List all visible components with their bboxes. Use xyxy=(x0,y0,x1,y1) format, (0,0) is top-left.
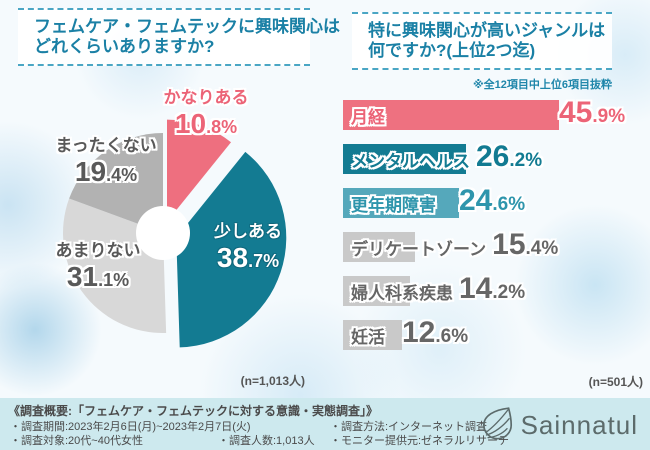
pie-question-title: フェムケア・フェムテックに興味関心は どれくらいありますか? xyxy=(18,8,340,66)
bar-value: 45.9% xyxy=(559,95,626,129)
bar-value: 12.6% xyxy=(402,315,469,349)
bar-fill xyxy=(343,100,559,130)
bar-row-fujinka: 婦人科系疾患 14.2% xyxy=(343,271,650,306)
bar-fill xyxy=(343,232,415,262)
pie-slice-label: あまりない xyxy=(55,241,141,260)
bar-value: 24.6% xyxy=(459,183,526,217)
pie-sample-size: (n=1,013人) xyxy=(240,374,305,388)
brand-logo: Sainnatul xyxy=(479,405,638,445)
bar-row-gekkei: 月経 45.9% xyxy=(343,95,650,130)
pie-question-line2: どれくらいありますか? xyxy=(34,37,215,56)
pie-label-mattaku-nai: まったくない 19.4% xyxy=(31,137,181,186)
pie-slice-label: かなりある xyxy=(163,88,249,107)
bar-value: 26.2% xyxy=(476,139,543,173)
bar-value: 14.2% xyxy=(459,271,526,305)
brand-logo-text: Sainnatul xyxy=(520,409,638,440)
bar-category-label: 妊活 xyxy=(351,327,385,347)
genre-bar-chart: 月経 45.9% メンタルヘルス 26.2% 更年期障害 24.6% デリケート… xyxy=(343,95,650,400)
bar-row-ninkatsu: 妊活 12.6% xyxy=(343,315,650,350)
pie-slice-value: 10.8% xyxy=(174,107,238,139)
pie-slice-value: 19.4% xyxy=(74,155,138,187)
bar-category-label: デリケートゾーン xyxy=(351,239,487,259)
survey-overview-heading: 《調査概要:「フェムケア・フェムテックに対する意識・実態調査」》 xyxy=(8,404,378,418)
bar-row-konenki: 更年期障害 24.6% xyxy=(343,183,650,218)
pie-label-amari-nai: あまりない 31.1% xyxy=(23,242,173,291)
pie-slice-label: まったくない xyxy=(55,136,157,155)
bar-fill xyxy=(343,276,410,306)
bar-category-label: メンタルヘルス xyxy=(351,151,470,171)
bar-chart-note: ※全12項目中上位6項目抜粋 xyxy=(472,79,612,91)
survey-target: ・調査対象:20代~40代女性 xyxy=(10,435,143,447)
survey-monitor: ・モニター提供元:ゼネラルリサーチ xyxy=(330,435,510,447)
survey-period: ・調査期間:2023年2月6日(月)~2023年2月7日(火) xyxy=(10,421,251,433)
survey-count: ・調査人数:1,013人 xyxy=(218,435,315,447)
pie-label-kanari-aru: かなりある 10.8% xyxy=(131,89,281,138)
leaf-drop-icon xyxy=(482,407,512,440)
bar-row-delicate-zone: デリケートゾーン 15.4% xyxy=(343,227,650,262)
bar-fill xyxy=(343,144,466,174)
pie-slice-value: 38.7% xyxy=(216,241,280,273)
interest-pie-svg xyxy=(63,119,287,348)
bar-sample-size: (n=501人) xyxy=(588,375,643,389)
survey-overview-footer: 《調査概要:「フェムケア・フェムテックに対する意識・実態調査」》 ・調査期間:2… xyxy=(0,398,650,450)
pie-slice-value: 31.1% xyxy=(66,260,130,292)
bar-question-line1: 特に興味関心が高いジャンルは xyxy=(368,21,606,40)
bar-question-line2: 何ですか?(上位2つ迄) xyxy=(368,41,536,60)
bar-category-label: 月経 xyxy=(351,107,385,127)
bar-category-label: 婦人科系疾患 xyxy=(351,283,453,303)
bar-fill xyxy=(343,188,459,218)
bar-value: 15.4% xyxy=(492,227,559,261)
pie-question-line1: フェムケア・フェムテックに興味関心は xyxy=(34,17,340,36)
bar-fill xyxy=(343,320,402,350)
survey-method: ・調査方法:インターネット調査 xyxy=(330,421,488,433)
interest-pie-chart: かなりある 10.8% 少しある 38.7% あまりない 31.1% まったくな… xyxy=(0,84,340,394)
bar-category-label: 更年期障害 xyxy=(351,195,436,215)
pie-label-sukoshi-aru: 少しある 38.7% xyxy=(173,223,323,272)
bar-question-title: 特に興味関心が高いジャンルは 何ですか?(上位2つ迄) xyxy=(352,12,612,70)
bar-row-mental-health: メンタルヘルス 26.2% xyxy=(343,139,650,174)
pie-slice-label: 少しある xyxy=(214,222,282,241)
